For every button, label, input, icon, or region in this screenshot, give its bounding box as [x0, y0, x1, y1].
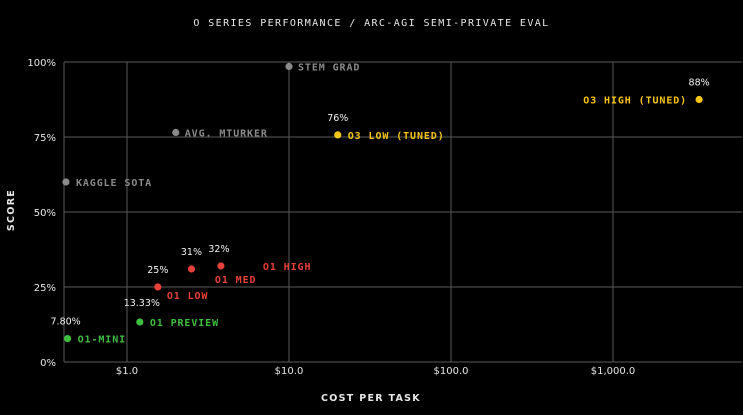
y-axis-title: SCORE: [6, 189, 17, 231]
point-value-label: 31%: [181, 247, 202, 258]
point-value-label: 88%: [689, 78, 710, 89]
point-name-label: O1 HIGH: [263, 262, 311, 273]
y-tick-label: 50%: [34, 208, 56, 219]
point-name-label: O3 HIGH (TUNED): [583, 96, 687, 107]
data-point: [62, 178, 70, 186]
y-tick-label: 25%: [34, 283, 56, 294]
x-tick-label: $1,000.0: [591, 366, 636, 377]
data-point: [187, 265, 196, 273]
grid-lines: [63, 61, 742, 363]
point-value-label: 13.33%: [124, 298, 160, 309]
data-point: [136, 318, 144, 326]
data-point: [64, 335, 72, 343]
y-tick-label: 75%: [34, 133, 56, 144]
point-labels: O1-MINI 7.80% O1 PREVIEW 13.33% O1 LOW 25% 31%…: [51, 63, 710, 346]
data-points: [62, 62, 703, 343]
x-tick-label: $100.0: [434, 366, 469, 377]
point-name-label: O3 LOW (TUNED): [348, 131, 445, 142]
x-tick-label: $1.0: [116, 366, 138, 377]
point-name-label: O1 LOW: [167, 291, 209, 302]
point-name-label: O1 MED: [215, 275, 257, 286]
point-name-label: O1-MINI: [78, 335, 126, 346]
y-tick-label: 0%: [40, 358, 56, 369]
data-point: [217, 262, 225, 270]
point-name-label: KAGGLE SOTA: [76, 178, 152, 189]
point-value-label: 25%: [147, 265, 168, 276]
x-axis-title: COST PER TASK: [321, 393, 421, 404]
point-name-label: STEM GRAD: [298, 63, 360, 74]
y-axis-ticks: 0% 25% 50% 75% 100%: [27, 58, 56, 369]
chart-title: O SERIES PERFORMANCE / ARC-AGI SEMI-PRIV…: [193, 18, 550, 29]
point-value-label: 76%: [327, 113, 348, 124]
y-tick-label: 100%: [27, 58, 56, 69]
x-axis-ticks: $1.0 $10.0 $100.0 $1,000.0: [116, 366, 635, 377]
data-point: [695, 95, 703, 104]
data-point: [154, 283, 162, 291]
point-value-label: 7.80%: [51, 317, 81, 328]
x-tick-label: $10.0: [275, 366, 304, 377]
point-name-label: AVG. MTURKER: [185, 129, 268, 140]
point-name-label: O1 PREVIEW: [150, 318, 219, 329]
data-point: [172, 128, 180, 137]
data-point: [285, 62, 293, 71]
point-value-label: 32%: [208, 244, 229, 255]
data-point: [334, 131, 342, 139]
